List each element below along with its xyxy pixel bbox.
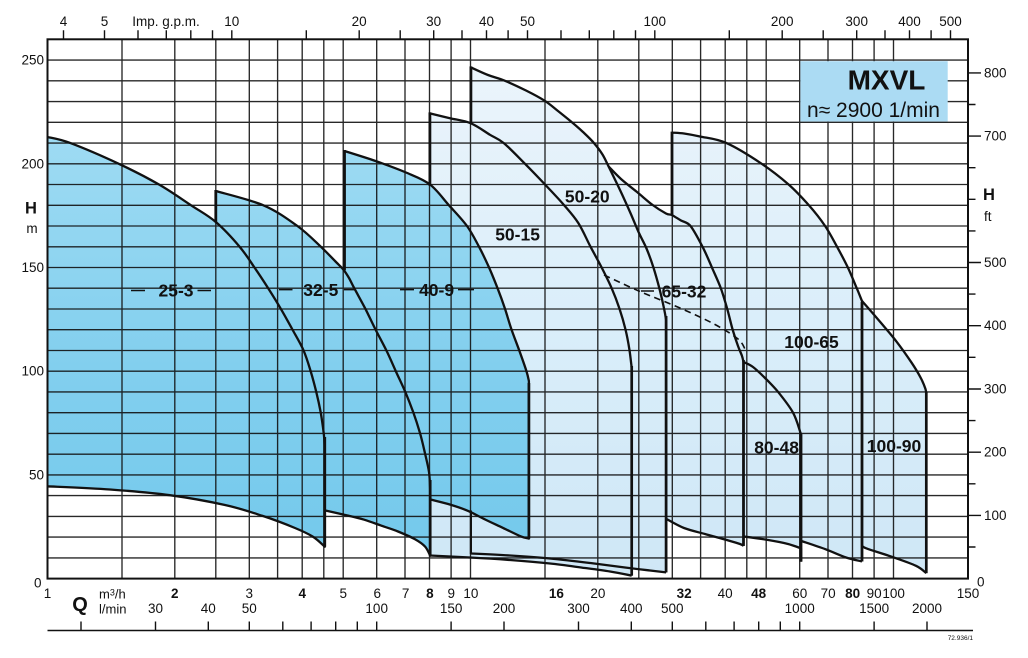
svg-text:700: 700 bbox=[984, 129, 1007, 144]
svg-text:3: 3 bbox=[246, 586, 254, 601]
svg-text:0: 0 bbox=[34, 576, 42, 591]
svg-text:4: 4 bbox=[298, 586, 306, 601]
svg-text:40-9: 40-9 bbox=[419, 280, 454, 300]
svg-text:100: 100 bbox=[21, 364, 44, 379]
svg-text:7: 7 bbox=[402, 586, 410, 601]
svg-text:400: 400 bbox=[898, 14, 921, 29]
svg-text:800: 800 bbox=[984, 65, 1007, 80]
svg-text:ft: ft bbox=[984, 209, 992, 224]
svg-text:2000: 2000 bbox=[912, 601, 942, 616]
svg-text:1000: 1000 bbox=[785, 601, 815, 616]
svg-text:16: 16 bbox=[549, 586, 565, 601]
svg-text:40: 40 bbox=[718, 586, 733, 601]
svg-text:MXVL: MXVL bbox=[848, 65, 926, 96]
svg-text:90: 90 bbox=[867, 586, 882, 601]
svg-text:400: 400 bbox=[620, 601, 643, 616]
svg-text:H: H bbox=[25, 200, 37, 218]
svg-text:5: 5 bbox=[339, 586, 347, 601]
svg-text:30: 30 bbox=[426, 14, 441, 29]
svg-text:300: 300 bbox=[984, 382, 1007, 397]
svg-text:500: 500 bbox=[939, 14, 962, 29]
svg-text:32-5: 32-5 bbox=[303, 280, 338, 300]
svg-text:200: 200 bbox=[984, 445, 1007, 460]
svg-text:m: m bbox=[26, 221, 37, 236]
svg-text:4: 4 bbox=[60, 14, 68, 29]
svg-text:150: 150 bbox=[21, 260, 44, 275]
svg-text:50: 50 bbox=[29, 467, 44, 482]
svg-text:10: 10 bbox=[463, 586, 478, 601]
svg-text:50: 50 bbox=[520, 14, 535, 29]
svg-text:20: 20 bbox=[352, 14, 367, 29]
svg-text:1500: 1500 bbox=[859, 601, 889, 616]
svg-text:500: 500 bbox=[984, 255, 1007, 270]
svg-text:2: 2 bbox=[171, 586, 179, 601]
svg-text:25-3: 25-3 bbox=[158, 281, 193, 301]
svg-text:10: 10 bbox=[224, 14, 239, 29]
svg-text:72.936/1: 72.936/1 bbox=[948, 635, 974, 642]
svg-text:50-15: 50-15 bbox=[495, 225, 540, 245]
svg-text:n≈ 2900 1/min: n≈ 2900 1/min bbox=[807, 99, 940, 122]
svg-text:100: 100 bbox=[365, 601, 388, 616]
svg-text:70: 70 bbox=[821, 586, 836, 601]
svg-text:9: 9 bbox=[448, 586, 456, 601]
svg-text:100-90: 100-90 bbox=[867, 436, 922, 456]
svg-text:150: 150 bbox=[957, 586, 980, 601]
svg-text:400: 400 bbox=[984, 318, 1007, 333]
svg-text:0: 0 bbox=[977, 575, 985, 590]
svg-text:6: 6 bbox=[374, 586, 382, 601]
svg-text:250: 250 bbox=[21, 53, 44, 68]
svg-text:80-48: 80-48 bbox=[754, 438, 799, 458]
svg-text:80: 80 bbox=[845, 586, 860, 601]
svg-text:20: 20 bbox=[590, 586, 605, 601]
svg-text:l/min: l/min bbox=[99, 602, 126, 617]
svg-text:30: 30 bbox=[148, 601, 163, 616]
svg-text:60: 60 bbox=[792, 586, 807, 601]
svg-text:300: 300 bbox=[567, 601, 590, 616]
svg-text:48: 48 bbox=[751, 586, 767, 601]
svg-text:Imp. g.p.m.: Imp. g.p.m. bbox=[132, 14, 200, 29]
svg-text:100-65: 100-65 bbox=[784, 332, 839, 352]
svg-text:5: 5 bbox=[101, 14, 109, 29]
svg-text:H: H bbox=[983, 186, 995, 204]
svg-text:40: 40 bbox=[479, 14, 494, 29]
svg-text:200: 200 bbox=[493, 601, 516, 616]
svg-text:200: 200 bbox=[771, 14, 794, 29]
svg-text:65-32: 65-32 bbox=[662, 281, 707, 301]
svg-text:32: 32 bbox=[677, 586, 692, 601]
svg-text:100: 100 bbox=[882, 586, 905, 601]
svg-text:500: 500 bbox=[661, 601, 684, 616]
svg-text:100: 100 bbox=[984, 508, 1007, 523]
svg-text:Q: Q bbox=[72, 594, 88, 616]
svg-text:300: 300 bbox=[845, 14, 868, 29]
svg-text:50: 50 bbox=[242, 601, 257, 616]
svg-text:200: 200 bbox=[21, 156, 44, 171]
svg-text:40: 40 bbox=[201, 601, 216, 616]
svg-text:150: 150 bbox=[440, 601, 463, 616]
svg-text:m3/h: m3/h bbox=[99, 587, 126, 602]
svg-text:50-20: 50-20 bbox=[565, 186, 610, 206]
svg-text:1: 1 bbox=[44, 586, 52, 601]
svg-text:100: 100 bbox=[644, 14, 667, 29]
svg-text:8: 8 bbox=[426, 586, 434, 601]
